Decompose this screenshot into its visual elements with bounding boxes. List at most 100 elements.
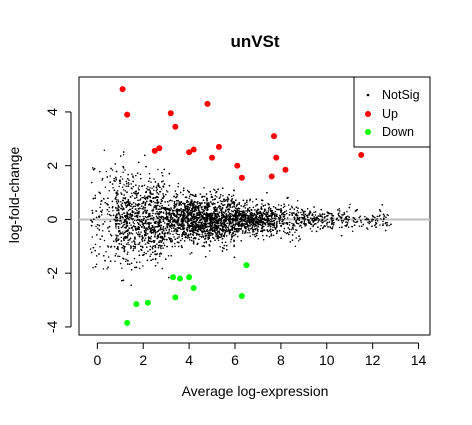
notsig-point: [386, 222, 388, 224]
notsig-point: [253, 220, 255, 222]
notsig-point: [164, 236, 166, 238]
notsig-point: [216, 196, 218, 198]
notsig-point: [215, 235, 217, 237]
notsig-point: [139, 261, 141, 263]
notsig-point: [332, 217, 334, 219]
notsig-point: [161, 181, 163, 183]
notsig-point: [175, 190, 177, 192]
notsig-point: [126, 206, 128, 208]
notsig-point: [144, 239, 146, 241]
notsig-point: [121, 222, 123, 224]
notsig-point: [244, 232, 246, 234]
notsig-point: [132, 181, 134, 183]
notsig-point: [133, 223, 135, 225]
notsig-point: [142, 216, 144, 218]
notsig-point: [289, 224, 291, 226]
notsig-point: [224, 204, 226, 206]
notsig-point: [136, 232, 138, 234]
notsig-point: [219, 216, 221, 218]
notsig-point: [124, 198, 126, 200]
notsig-point: [248, 227, 250, 229]
notsig-point: [164, 201, 166, 203]
notsig-point: [120, 176, 122, 178]
notsig-point: [382, 204, 384, 206]
notsig-point: [116, 241, 118, 243]
notsig-point: [162, 193, 164, 195]
notsig-point: [156, 190, 158, 192]
notsig-point: [128, 210, 130, 212]
notsig-point: [90, 248, 92, 250]
notsig-point: [134, 220, 136, 222]
notsig-point: [92, 167, 94, 169]
notsig-point: [95, 244, 97, 246]
notsig-point: [191, 210, 193, 212]
notsig-point: [189, 207, 191, 209]
notsig-point: [140, 178, 142, 180]
notsig-point: [131, 173, 133, 175]
notsig-point: [122, 186, 124, 188]
notsig-point: [154, 233, 156, 235]
notsig-point: [125, 259, 127, 261]
notsig-point: [256, 227, 258, 229]
notsig-point: [170, 208, 172, 210]
notsig-point: [190, 199, 192, 201]
notsig-point: [223, 205, 225, 207]
notsig-point: [230, 241, 232, 243]
notsig-point: [148, 243, 150, 245]
notsig-point: [139, 268, 141, 270]
notsig-point: [233, 195, 235, 197]
notsig-point: [116, 209, 118, 211]
notsig-point: [178, 236, 180, 238]
notsig-point: [178, 234, 180, 236]
notsig-point: [159, 208, 161, 210]
notsig-point: [107, 213, 109, 215]
notsig-point: [291, 229, 293, 231]
notsig-point: [117, 205, 119, 207]
notsig-point: [212, 199, 214, 201]
notsig-point: [297, 207, 299, 209]
notsig-point: [204, 196, 206, 198]
notsig-point: [263, 239, 265, 241]
notsig-point: [162, 197, 164, 199]
notsig-point: [127, 251, 129, 253]
notsig-point: [375, 224, 377, 226]
notsig-point: [137, 205, 139, 207]
notsig-point: [220, 200, 222, 202]
notsig-point: [297, 200, 299, 202]
notsig-point: [227, 209, 229, 211]
notsig-point: [108, 256, 110, 258]
notsig-point: [195, 194, 197, 196]
notsig-point: [124, 169, 126, 171]
notsig-point: [257, 230, 259, 232]
notsig-point: [372, 215, 374, 217]
notsig-point: [138, 185, 140, 187]
notsig-point: [218, 240, 220, 242]
notsig-point: [116, 207, 118, 209]
notsig-point: [147, 233, 149, 235]
notsig-point: [102, 209, 104, 211]
notsig-point: [120, 201, 122, 203]
notsig-point: [255, 222, 257, 224]
notsig-point: [120, 208, 122, 210]
notsig-point: [318, 218, 320, 220]
notsig-point: [149, 173, 151, 175]
notsig-point: [186, 227, 188, 229]
notsig-point: [379, 209, 381, 211]
notsig-point: [104, 221, 106, 223]
notsig-point: [108, 231, 110, 233]
notsig-point: [178, 246, 180, 248]
notsig-point: [307, 208, 309, 210]
notsig-point: [118, 206, 120, 208]
notsig-point: [207, 233, 209, 235]
notsig-point: [206, 229, 208, 231]
notsig-point: [295, 246, 297, 248]
notsig-point: [203, 242, 205, 244]
notsig-point: [131, 241, 133, 243]
notsig-point: [199, 222, 201, 224]
notsig-point: [359, 225, 361, 227]
notsig-point: [174, 246, 176, 248]
notsig-point: [226, 249, 228, 251]
notsig-point: [163, 242, 165, 244]
notsig-point: [377, 216, 379, 218]
notsig-point: [145, 207, 147, 209]
